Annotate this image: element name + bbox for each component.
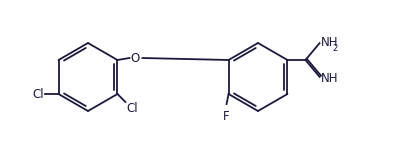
Text: NH: NH [321, 72, 338, 85]
Text: 2: 2 [333, 44, 338, 53]
Text: F: F [223, 110, 230, 123]
Text: Cl: Cl [126, 102, 138, 114]
Text: O: O [131, 51, 140, 64]
Text: Cl: Cl [32, 87, 44, 100]
Text: NH: NH [321, 36, 338, 49]
